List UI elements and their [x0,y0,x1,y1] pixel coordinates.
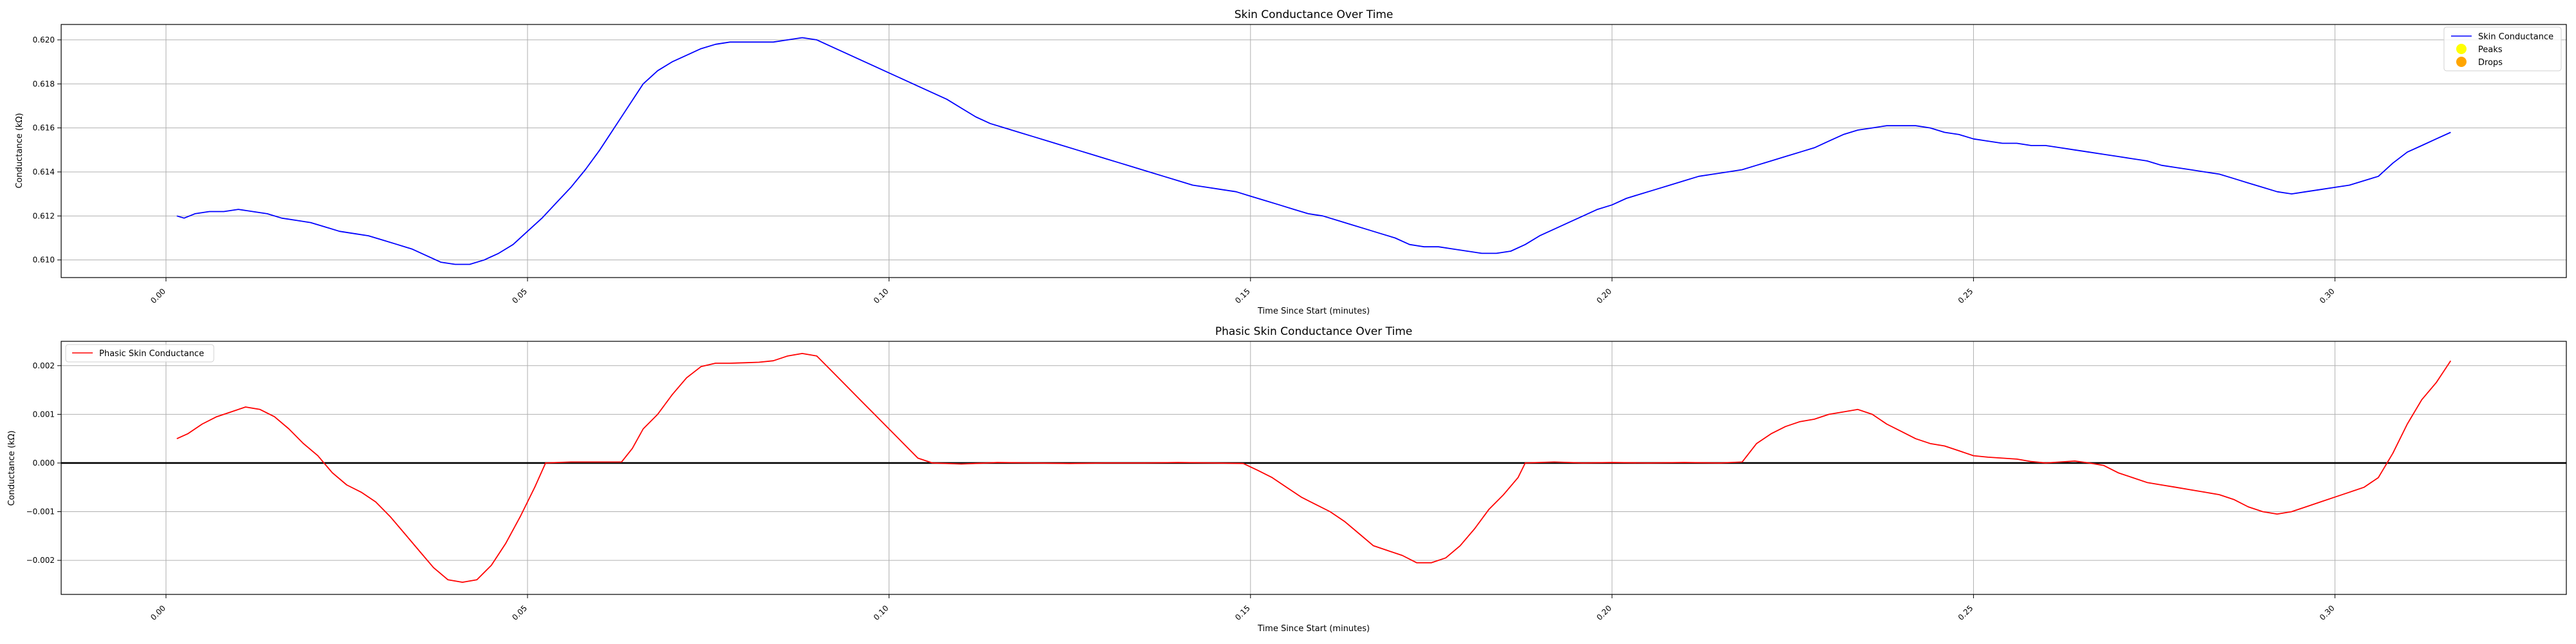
legend-label-drops: Drops [2478,58,2503,68]
plot-frame [61,24,2567,278]
series-line-phasic-skin-conductance [176,353,2452,583]
grid [61,24,2566,278]
chart-title: Skin Conductance Over Time [1235,8,1393,21]
legend: Phasic Skin Conductance [65,344,214,363]
x-tick-label: 0.05 [510,287,529,305]
x-tick-label: 0.25 [1956,603,1975,622]
legend-marker-peaks [2456,44,2467,54]
x-tick-label: 0.20 [1595,287,1613,305]
plot-frame [61,341,2567,595]
legend-label-phasic: Phasic Skin Conductance [99,349,204,359]
x-tick-label: 0.00 [149,287,167,305]
x-tick-label: 0.15 [1233,287,1252,305]
y-tick-label: 0.620 [33,35,55,44]
x-axis-label: Time Since Start (minutes) [1257,307,1370,316]
x-tick-label: 0.15 [1233,603,1252,622]
y-axis-label: Conductance (kΩ) [7,430,17,506]
y-tick-label: 0.614 [33,167,55,176]
series-line-skin-conductance [176,37,2451,265]
tick-layer: 0.00 0.05 0.10 0.15 0.20 0.25 0.30 0.002 0.001 0.… [26,361,2336,622]
legend-marker-drops [2456,57,2467,67]
y-axis-label: Conductance (kΩ) [15,113,24,188]
tick-layer: 0.00 0.05 0.10 0.15 0.20 0.25 0.30 0.610 0.612 0.… [33,35,2336,305]
x-axis-label: Time Since Start (minutes) [1257,624,1370,634]
y-tick-label: 0.610 [33,256,55,265]
x-tick-label: 0.05 [510,603,529,622]
legend-label-skin-conductance: Skin Conductance [2478,32,2553,42]
series-layer [176,37,2451,265]
grid [61,341,2566,594]
legend-label-peaks: Peaks [2478,45,2503,55]
y-tick-label: 0.002 [33,361,55,370]
x-tick-label: 0.25 [1956,287,1975,305]
x-tick-label: 0.10 [872,603,891,622]
y-tick-label: 0.616 [33,124,55,133]
x-tick-label: 0.10 [872,287,891,305]
legend-box [65,344,214,363]
y-tick-label: −0.001 [26,507,55,516]
y-tick-label: −0.002 [26,556,55,565]
chart-bottom: Phasic Skin Conductance Over Time 0.00 0.… [7,325,2567,634]
x-tick-label: 0.30 [2318,287,2336,305]
y-tick-label: 0.612 [33,211,55,220]
x-tick-label: 0.20 [1595,603,1613,622]
x-tick-label: 0.00 [149,603,167,622]
y-tick-label: 0.000 [33,459,55,468]
series-layer [176,353,2452,583]
legend-box [2443,26,2562,71]
chart-top: Skin Conductance Over Time 0.00 0.05 0.10 0… [15,8,2567,316]
chart-title: Phasic Skin Conductance Over Time [1215,325,1412,338]
x-tick-label: 0.30 [2318,603,2336,622]
legend: Skin Conductance Peaks Drops [2443,26,2562,71]
y-tick-label: 0.618 [33,79,55,88]
y-tick-label: 0.001 [33,410,55,419]
